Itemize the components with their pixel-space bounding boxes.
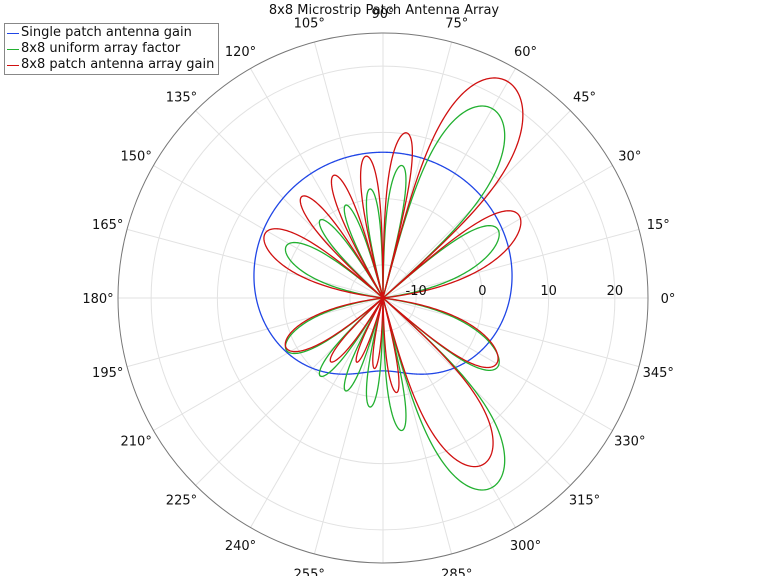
legend-swatch-red <box>7 64 19 66</box>
angle-label: 240° <box>225 539 256 554</box>
angle-label: 15° <box>647 218 670 233</box>
angle-label: 330° <box>614 435 645 450</box>
legend-label: Single patch antenna gain <box>21 25 192 40</box>
radial-tick-label: -10 <box>406 284 427 299</box>
legend: Single patch antenna gain 8x8 uniform ar… <box>4 23 220 75</box>
angle-label: 225° <box>166 494 197 509</box>
angle-label: 210° <box>121 435 152 450</box>
angle-label: 345° <box>643 366 674 381</box>
legend-item-single-patch: Single patch antenna gain <box>7 25 214 41</box>
polar-curves <box>253 77 524 491</box>
legend-swatch-green <box>7 48 19 50</box>
legend-item-array-factor: 8x8 uniform array factor <box>7 41 214 57</box>
radial-tick-label: 10 <box>540 284 557 299</box>
radial-tick-label: 20 <box>607 284 624 299</box>
angle-label: 120° <box>225 45 256 60</box>
angle-label: 0° <box>661 292 676 307</box>
angle-label: 75° <box>445 17 468 32</box>
angle-label: 315° <box>569 494 600 509</box>
axis-labels: 0° 15° 30° 45° 60° 75° 90° 105° 120° 135° 150° 165°… <box>82 7 675 576</box>
chart-title: 8x8 Microstrip Patch Antenna Array <box>268 3 500 18</box>
radial-tick-label: 0 <box>478 284 486 299</box>
angle-label: 285° <box>441 567 472 576</box>
series-curve <box>263 77 524 468</box>
angle-label: 150° <box>121 150 152 165</box>
angle-label: 195° <box>92 366 123 381</box>
polar-grid <box>117 32 649 564</box>
legend-label: 8x8 patch antenna array gain <box>21 57 215 72</box>
angle-label: 165° <box>92 218 123 233</box>
legend-item-array-gain: 8x8 patch antenna array gain <box>7 57 214 73</box>
angle-label: 30° <box>618 150 641 165</box>
angle-label: 180° <box>82 292 113 307</box>
angle-label: 90° <box>371 7 394 22</box>
angle-label: 60° <box>514 45 537 60</box>
angle-label: 300° <box>510 539 541 554</box>
angle-label: 45° <box>573 90 596 105</box>
angle-label: 255° <box>294 567 325 576</box>
angle-label: 135° <box>166 90 197 105</box>
angle-label: 105° <box>294 17 325 32</box>
legend-label: 8x8 uniform array factor <box>21 41 181 56</box>
legend-swatch-blue <box>7 32 19 34</box>
series-curve <box>253 151 513 375</box>
